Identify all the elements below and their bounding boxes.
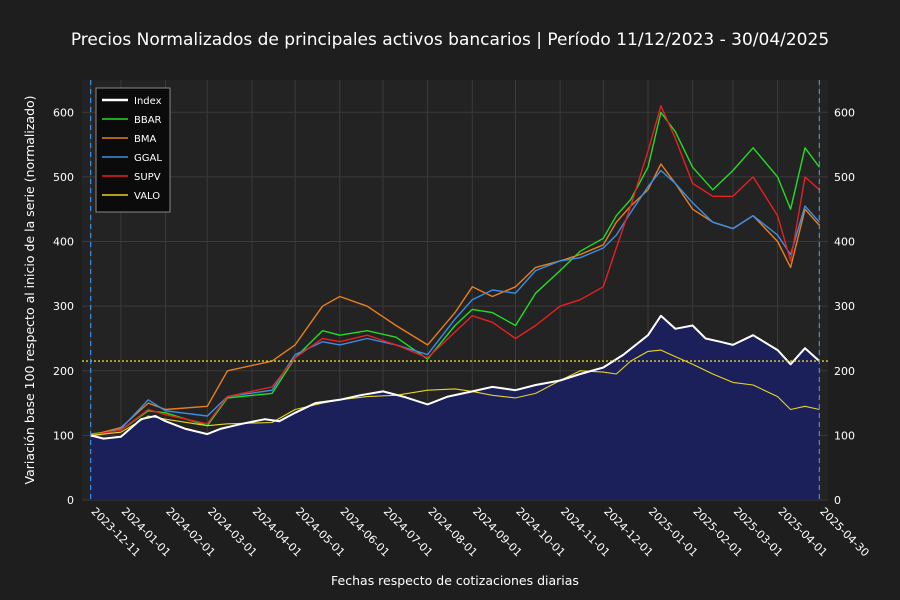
- legend: Index BBAR BMA GGAL SUPV VALO: [95, 87, 171, 213]
- y-tick-label-left: 200: [53, 365, 74, 378]
- y-tick-label-right: 100: [834, 429, 855, 442]
- y-tick-label-left: 600: [53, 106, 74, 119]
- y-tick-label-right: 500: [834, 171, 855, 184]
- y-tick-label-left: 500: [53, 171, 74, 184]
- legend-label-index: Index: [134, 96, 162, 107]
- chart-title: Precios Normalizados de principales acti…: [71, 30, 829, 50]
- y-axis-label: Variación base 100 respecto al inicio de…: [22, 95, 37, 484]
- y-tick-label-right: 200: [834, 365, 855, 378]
- series-line-index: [90, 314, 821, 440]
- y-tick-label-right: 300: [834, 300, 855, 313]
- index-area-fill: [90, 315, 820, 500]
- series-line-bbar: [90, 111, 820, 435]
- y-tick-label-left: 400: [53, 236, 74, 249]
- y-tick-label-left: 300: [53, 300, 74, 313]
- y-tick-label-right: 600: [834, 106, 855, 119]
- y-tick-label-left: 100: [53, 429, 74, 442]
- legend-box: [95, 87, 171, 213]
- series-line-ggal: [90, 169, 820, 438]
- y-tick-label-right: 0: [834, 494, 841, 507]
- legend-label-bma: BMA: [134, 134, 156, 145]
- y-tick-label-left: 0: [67, 494, 74, 507]
- series-line-supv: [90, 105, 820, 437]
- legend-label-valo: VALO: [134, 191, 160, 202]
- legend-label-supv: SUPV: [134, 172, 161, 183]
- x-axis-label: Fechas respecto de cotizaciones diarias: [331, 573, 579, 588]
- legend-label-bbar: BBAR: [134, 115, 162, 126]
- legend-label-ggal: GGAL: [134, 153, 162, 164]
- y-tick-label-right: 400: [834, 236, 855, 249]
